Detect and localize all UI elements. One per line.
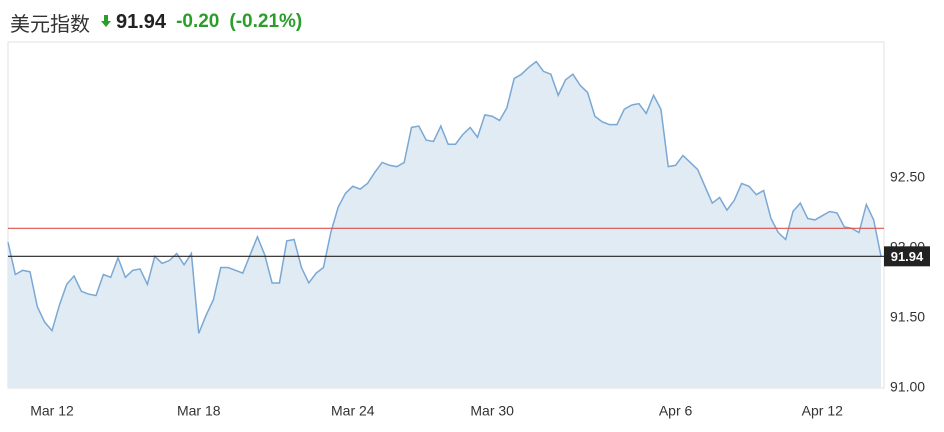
price-box-label: 91.94 [891,249,924,264]
quote-change-percent: (-0.21%) [229,11,303,32]
x-tick-label: Mar 18 [177,403,221,419]
quote-price: 91.94 [116,10,167,33]
price-box [884,246,930,267]
quote-header: 美元指数 91.94 -0.20 (-0.21%) [10,6,302,38]
price-line [7,60,882,334]
quote-title: 美元指数 [10,13,90,36]
x-tick-label: Mar 24 [331,403,375,419]
y-tick-label: 91.50 [890,309,925,325]
y-tick-label: 92.50 [890,169,925,185]
x-tick-label: Mar 30 [470,403,514,419]
down-arrow [101,15,111,27]
x-tick-label: Apr 6 [659,403,693,419]
x-tick-label: Apr 12 [802,403,843,419]
quote-change: -0.20 [176,11,220,32]
y-tick-label: 91.00 [890,379,925,395]
area-fill [8,61,881,389]
x-tick-label: Mar 12 [30,403,74,419]
